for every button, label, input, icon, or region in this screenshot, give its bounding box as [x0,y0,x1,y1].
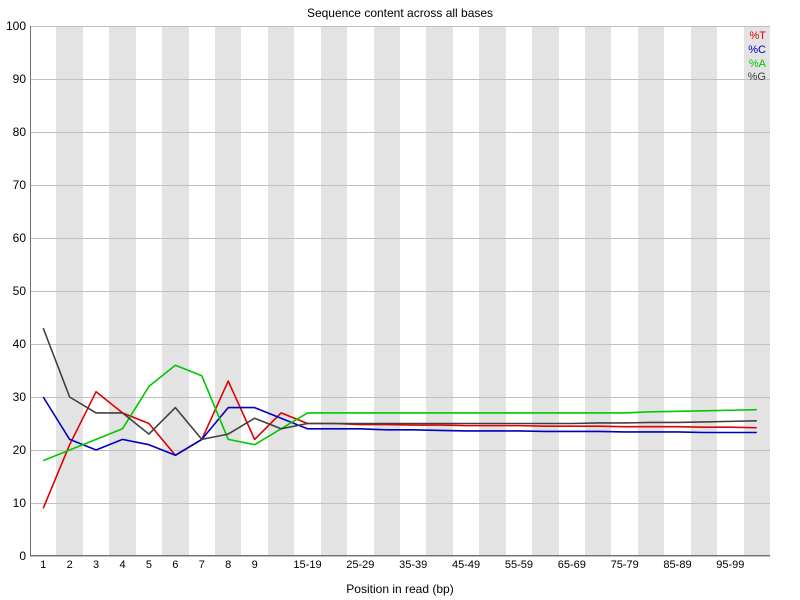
chart-title: Sequence content across all bases [0,6,800,20]
xtick-label: 75-79 [611,559,639,571]
gridline-h [30,556,770,557]
xtick-label: 45-49 [452,559,480,571]
xtick-label: 2 [67,559,73,571]
ytick-label: 60 [13,231,26,245]
plot-area: 010203040506070809010012345678915-1925-2… [30,26,770,556]
xtick-label: 3 [93,559,99,571]
series-line [43,365,757,460]
xtick-label: 65-69 [558,559,586,571]
xtick-label: 1 [40,559,46,571]
ytick-label: 70 [13,178,26,192]
xtick-label: 35-39 [399,559,427,571]
ytick-label: 20 [13,443,26,457]
xtick-label: 6 [172,559,178,571]
xtick-label: 15-19 [293,559,321,571]
ytick-label: 40 [13,337,26,351]
series-line [43,328,757,439]
xtick-label: 8 [225,559,231,571]
ytick-label: 30 [13,390,26,404]
line-overlay [30,26,770,556]
xtick-label: 9 [252,559,258,571]
ytick-label: 10 [13,496,26,510]
xtick-label: 55-59 [505,559,533,571]
xtick-label: 85-89 [663,559,691,571]
ytick-label: 100 [6,19,26,33]
chart-container: Sequence content across all bases 010203… [0,0,800,600]
xtick-label: 7 [199,559,205,571]
ytick-label: 80 [13,125,26,139]
xtick-label: 25-29 [346,559,374,571]
xtick-label: 4 [119,559,125,571]
xtick-label: 5 [146,559,152,571]
xtick-label: 95-99 [716,559,744,571]
ytick-label: 50 [13,284,26,298]
x-axis-label: Position in read (bp) [0,582,800,596]
ytick-label: 90 [13,72,26,86]
ytick-label: 0 [19,549,26,563]
